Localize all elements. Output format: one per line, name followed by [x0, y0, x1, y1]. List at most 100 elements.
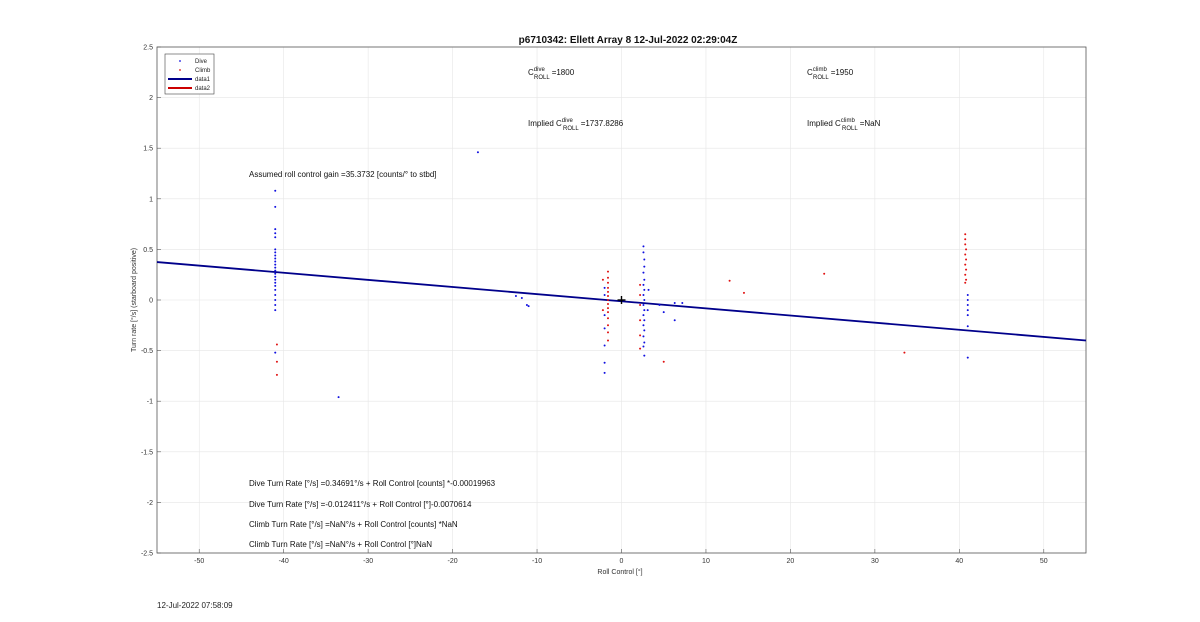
implied-climb-annotation: Implied Cclimb ROLL=NaN: [807, 118, 881, 132]
dive-point: [274, 351, 277, 354]
roll-gain-annotation: Assumed roll control gain =35.3732 [coun…: [249, 170, 437, 179]
equation-climb-counts: Climb Turn Rate [°/s] =NaN°/s + Roll Con…: [249, 520, 458, 529]
dive-point: [662, 311, 665, 314]
dive-point: [274, 275, 277, 278]
climb-point: [606, 331, 609, 334]
y-tick-label: -2: [147, 500, 153, 507]
climb-point: [965, 258, 968, 261]
x-tick-label: 20: [787, 558, 795, 565]
dive-point: [642, 283, 645, 286]
implied-dive-sup: dive: [562, 118, 574, 124]
dive-point: [274, 232, 277, 235]
dive-point: [643, 354, 646, 357]
dive-point: [966, 299, 969, 301]
dive-point: [274, 228, 277, 231]
climb-point: [742, 291, 745, 294]
dive-point: [643, 299, 646, 301]
dive-point: [274, 293, 277, 296]
legend-climb-label: Climb: [195, 68, 211, 74]
dive-point: [274, 189, 277, 192]
climb-point: [728, 279, 731, 282]
y-tick-label: -1: [147, 399, 153, 406]
dive-point: [681, 302, 684, 305]
c-climb-roll-annotation: Cclimb ROLL=1950: [807, 67, 854, 81]
dive-point: [603, 371, 606, 374]
dive-point: [603, 293, 606, 296]
climb-point: [639, 347, 642, 350]
climb-point: [964, 238, 967, 241]
x-tick-label: -50: [194, 558, 204, 565]
dive-point: [603, 286, 606, 289]
legend-climb-marker: [179, 69, 181, 71]
x-tick-label: -30: [363, 558, 373, 565]
dive-point: [643, 319, 646, 322]
climb-point: [606, 317, 609, 320]
dive-point: [520, 296, 523, 299]
dive-point: [274, 260, 277, 263]
dive-point: [642, 271, 645, 274]
climb-point: [606, 294, 609, 297]
climb-point: [606, 270, 609, 273]
dive-point: [966, 309, 969, 312]
dive-point: [274, 251, 277, 254]
climb-point: [965, 268, 968, 271]
legend-dive-marker: [179, 60, 181, 62]
climb-point: [639, 319, 642, 322]
c-dive-sub: ROLL: [534, 75, 550, 81]
implied-climb-sub: ROLL: [842, 126, 858, 132]
dive-point: [274, 257, 277, 260]
climb-point: [606, 303, 609, 306]
dive-point: [643, 288, 646, 291]
climb-point: [639, 283, 642, 286]
dive-point: [642, 345, 645, 348]
legend-data2-label: data2: [195, 86, 211, 92]
dive-point: [274, 236, 277, 239]
dive-point: [642, 304, 645, 307]
scatter-points: [274, 151, 969, 399]
dive-point: [642, 251, 645, 254]
climb-point: [964, 281, 967, 284]
climb-point: [964, 233, 967, 236]
x-tick-label: 30: [871, 558, 879, 565]
dive-point: [643, 329, 646, 332]
climb-point: [606, 290, 609, 293]
c-dive-value: =1800: [552, 68, 575, 77]
dive-point: [527, 305, 530, 308]
climb-point: [275, 343, 278, 346]
implied-climb-prefix: Implied C: [807, 119, 841, 128]
dive-point: [603, 344, 606, 347]
c-climb-sup: climb: [813, 67, 828, 73]
climb-point: [601, 309, 604, 312]
c-dive-sup: dive: [534, 67, 546, 73]
equation-climb-degrees: Climb Turn Rate [°/s] =NaN°/s + Roll Con…: [249, 540, 432, 549]
equation-dive-counts: Dive Turn Rate [°/s] =0.34691°/s + Roll …: [249, 479, 496, 488]
dive-point: [966, 356, 969, 359]
y-tick-label: -0.5: [141, 348, 153, 355]
dive-point: [658, 304, 661, 307]
climb-point: [964, 253, 967, 256]
dive-point: [642, 324, 645, 327]
y-tick-label: 0.5: [143, 247, 153, 254]
dive-point: [966, 314, 969, 317]
c-climb-sub: ROLL: [813, 75, 829, 81]
dive-point: [274, 266, 277, 269]
climb-point: [639, 293, 642, 296]
x-tick-label: -40: [279, 558, 289, 565]
x-tick-label: 50: [1040, 558, 1048, 565]
climb-point: [606, 276, 609, 279]
dive-point: [274, 284, 277, 287]
implied-dive-annotation: Implied Cdive ROLL=1737.8286: [528, 118, 624, 132]
dive-point: [274, 304, 277, 307]
y-tick-label: 2.5: [143, 45, 153, 52]
dive-point: [603, 314, 606, 317]
c-climb-base: C: [807, 68, 813, 77]
equation-dive-degrees: Dive Turn Rate [°/s] =-0.012411°/s + Rol…: [249, 500, 472, 509]
x-tick-label: 10: [702, 558, 710, 565]
climb-point: [964, 243, 967, 246]
c-climb-value: =1950: [831, 68, 854, 77]
climb-point: [606, 299, 609, 301]
climb-point: [606, 307, 609, 310]
dive-point: [643, 265, 646, 268]
x-tick-label: -10: [532, 558, 542, 565]
dive-point: [673, 319, 676, 322]
